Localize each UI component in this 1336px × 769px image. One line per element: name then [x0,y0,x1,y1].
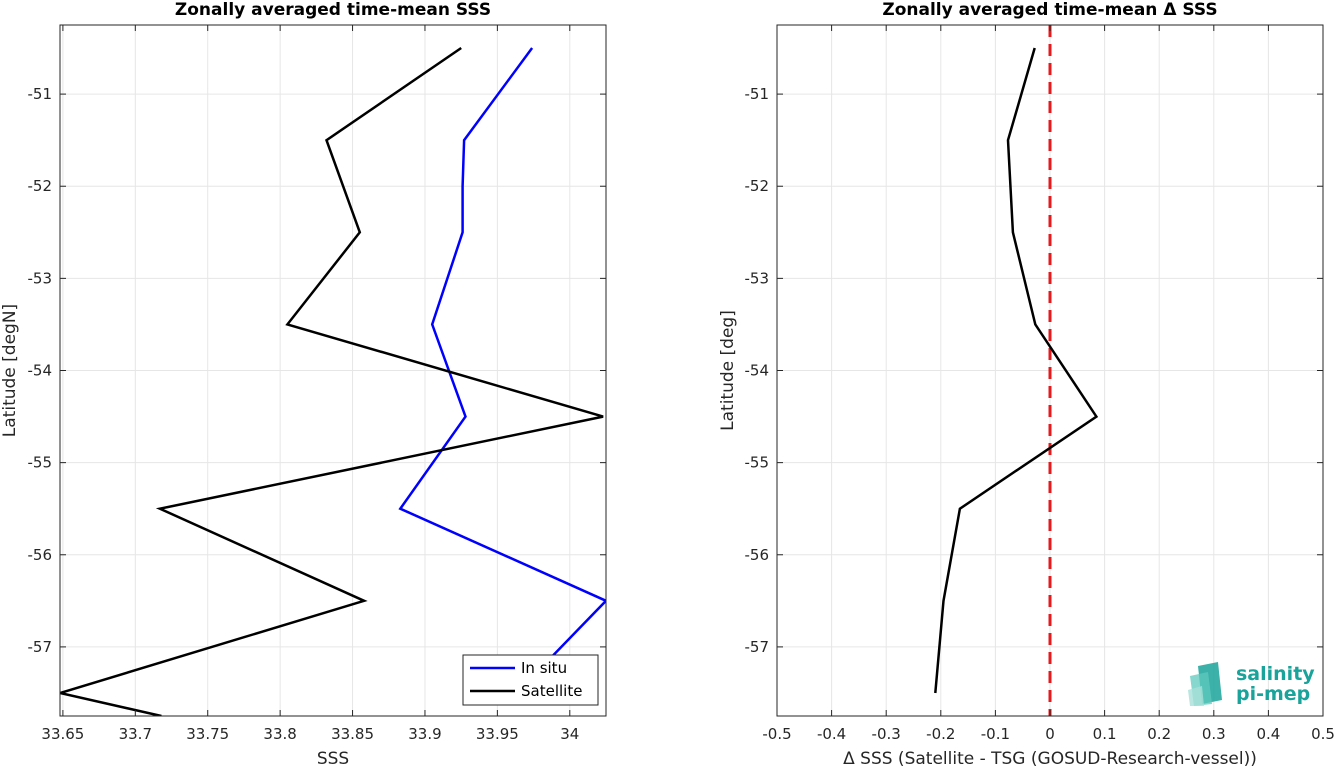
x-axis-label: Δ SSS (Satellite - TSG (GOSUD-Research-v… [843,749,1257,769]
y-tick-label: -56 [28,546,53,564]
legend-box [462,654,599,706]
y-tick-label: -54 [745,362,770,380]
logo-text-line1: salinity [1236,663,1315,685]
x-tick-label: -0.2 [926,725,955,743]
y-axis-label: Latitude [degN] [0,304,20,437]
y-axis-label: Latitude [deg] [718,310,738,431]
delta-sss-series-line [934,47,1099,694]
x-tick-label: 33.8 [263,725,296,743]
left-axes: 33.65 33.7 33.75 33.8 33.85 33.9 33.95 34 -57 -56… [0,0,607,769]
x-tick-label: 33.75 [186,725,229,743]
x-tick-label: 34 [560,725,579,743]
x-tick-label: 0.2 [1147,725,1171,743]
x-tick-label: 0 [1045,725,1055,743]
x-tick-label: 33.65 [41,725,84,743]
x-tick-label: -0.3 [872,725,901,743]
y-tick-label: -52 [28,177,53,195]
legend-label: Satellite [521,682,582,700]
y-tick-label: -56 [745,546,770,564]
chart-title: Zonally averaged time-mean SSS [175,0,491,20]
in-situ-series-line [398,47,606,657]
x-tick-label: -0.4 [817,725,846,743]
x-tick-label: 33.85 [331,725,374,743]
x-tick-label: 0.1 [1093,725,1117,743]
y-tick-label: -54 [28,362,53,380]
satellite-series-line [60,46,604,716]
legend-label: In situ [521,659,567,677]
x-tick-label: 33.9 [408,725,441,743]
salinity-pi-mep-logo: salinity pi-mep [1188,662,1315,706]
y-tick-label: -52 [745,177,770,195]
x-tick-label: -0.5 [762,725,791,743]
y-tick-label: -51 [745,85,770,103]
plot-content [60,46,606,716]
y-tick-label: -55 [28,454,53,472]
x-axis-label: SSS [317,749,349,769]
y-tick-label: -55 [745,454,770,472]
plot-content [934,25,1099,716]
right-axes: -0.5 -0.4 -0.3 -0.2 -0.1 0 0.1 0.2 0.3 0.4 0.5 -57 -… [718,0,1335,769]
chart-title: Zonally averaged time-mean Δ SSS [882,0,1217,20]
x-tick-label: 33.95 [476,725,519,743]
logo-text-line2: pi-mep [1236,683,1310,705]
legend: In situ Satellite [462,654,599,706]
y-tick-label: -57 [745,638,770,656]
x-tick-label: 0.3 [1202,725,1226,743]
x-tick-label: 33.7 [119,725,152,743]
y-tick-label: -53 [28,269,53,287]
y-tick-label: -53 [745,269,770,287]
x-tick-label: -0.1 [981,725,1010,743]
x-tick-label: 0.4 [1256,725,1280,743]
y-tick-label: -57 [28,638,53,656]
y-tick-label: -51 [28,85,53,103]
x-tick-label: 0.5 [1311,725,1335,743]
